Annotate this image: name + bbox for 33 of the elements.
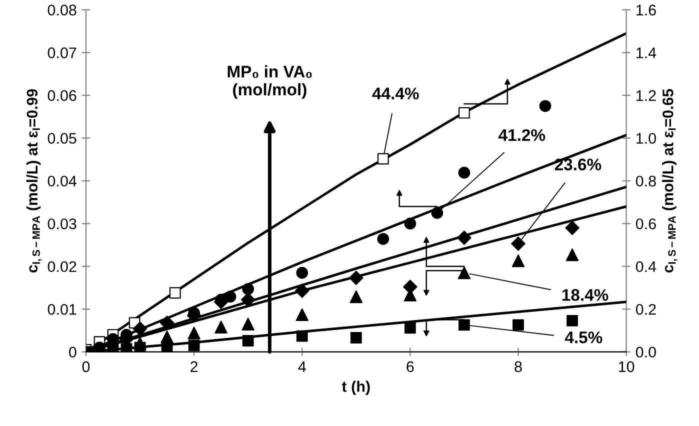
x-axis-title: t (h) xyxy=(342,380,370,395)
y2-tick-label: 0.8 xyxy=(636,176,656,187)
y-tick-label: 0 xyxy=(69,346,76,358)
series-label: 18.4% xyxy=(562,289,608,301)
y2-axis-title: c$_{I,S−MPA}$ (mol/L) at ε$_{I}$=0.65 xyxy=(662,89,678,273)
y2-tick-label: 0.4 xyxy=(636,261,656,272)
x-tick-label: 8 xyxy=(514,361,522,372)
y-tick-label: 0.08 xyxy=(48,4,76,16)
y2-tick-label: 0.2 xyxy=(636,304,656,315)
y2-tick-label: 1.4 xyxy=(636,48,656,58)
series-label: 4.5% xyxy=(564,332,602,344)
y-tick-label: 0.02 xyxy=(48,261,76,272)
y-tick-label: 0.06 xyxy=(48,90,76,102)
y-axis-title: c$_{I,S−MPA}$ (mol/L) at ε$_{I}$=0.99 xyxy=(26,89,42,273)
y2-tick-label: 0.6 xyxy=(636,218,656,230)
x-tick-label: 0 xyxy=(82,361,90,372)
y-tick-label: 0.07 xyxy=(48,47,76,58)
x-tick-label: 2 xyxy=(190,361,198,372)
y-tick-label: 0.04 xyxy=(48,176,77,187)
x-tick-label: 10 xyxy=(618,361,634,372)
x-tick-label: 4 xyxy=(298,361,306,372)
series-label: 41.2% xyxy=(498,129,546,141)
y2-tick-label: 1.2 xyxy=(636,90,656,101)
y-tick-label: 0.01 xyxy=(48,304,76,315)
y-tick-label: 0.05 xyxy=(48,132,76,144)
y2-tick-label: 0.0 xyxy=(636,346,656,358)
y-tick-label: 0.03 xyxy=(48,218,76,230)
y2-tick-label: 1.0 xyxy=(636,132,656,144)
y2-tick-label: 1.6 xyxy=(636,4,656,16)
text: 44.4% xyxy=(372,88,419,100)
annotation: MP₀ in VA₀ (mol/mol) xyxy=(228,65,312,99)
text: 23.6% xyxy=(554,158,602,170)
x-tick-label: 6 xyxy=(406,361,414,372)
